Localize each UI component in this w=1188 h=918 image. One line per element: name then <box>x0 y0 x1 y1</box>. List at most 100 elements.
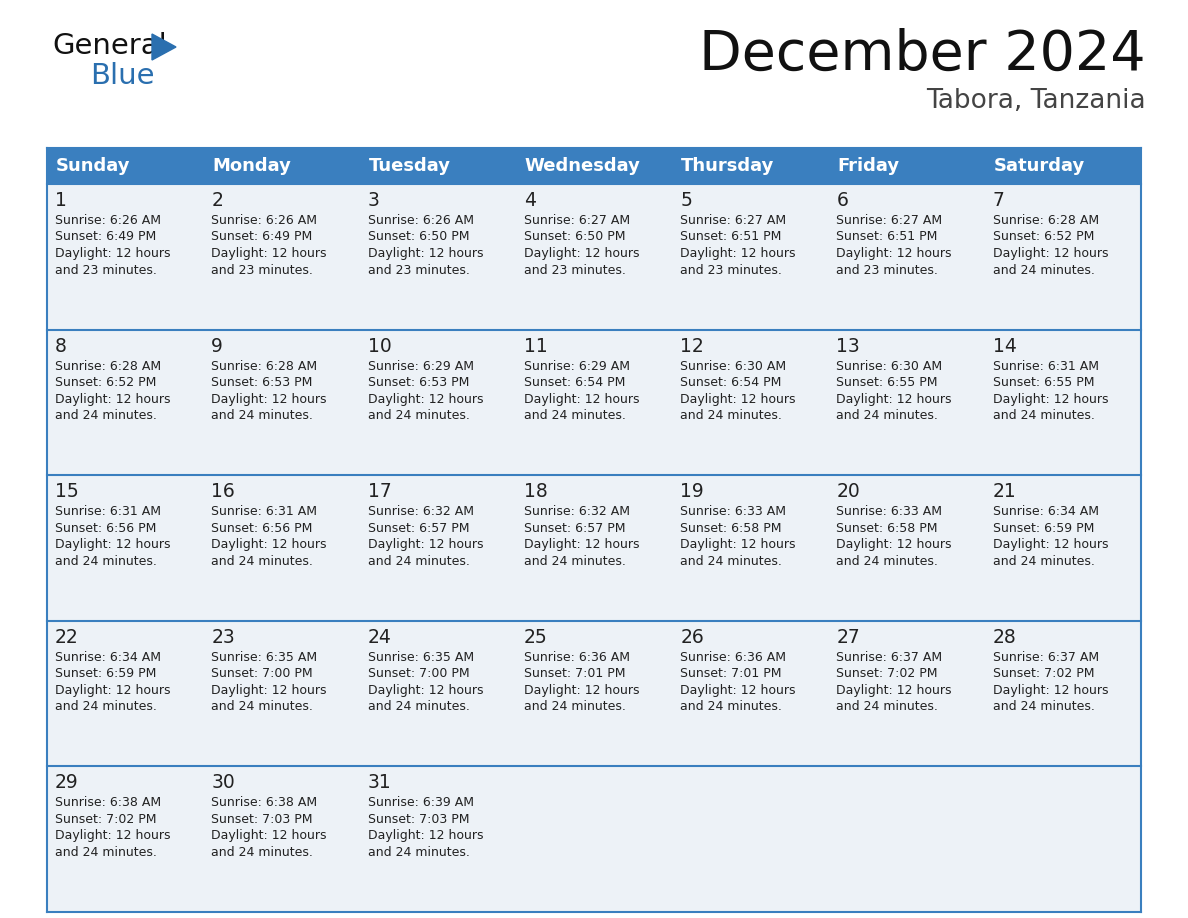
Bar <box>516 476 672 621</box>
Bar <box>672 184 828 330</box>
Text: Sunset: 6:50 PM: Sunset: 6:50 PM <box>524 230 625 243</box>
Bar <box>516 621 672 767</box>
Bar <box>516 184 672 330</box>
Text: and 24 minutes.: and 24 minutes. <box>367 700 469 713</box>
Text: Sunrise: 6:39 AM: Sunrise: 6:39 AM <box>367 797 474 810</box>
Text: Sunrise: 6:33 AM: Sunrise: 6:33 AM <box>681 505 786 518</box>
Text: 8: 8 <box>55 337 67 355</box>
Text: 20: 20 <box>836 482 860 501</box>
Text: General: General <box>52 32 166 60</box>
Text: Sunset: 6:54 PM: Sunset: 6:54 PM <box>524 376 625 389</box>
Bar <box>360 148 516 184</box>
Bar <box>203 767 360 912</box>
Text: Sunrise: 6:29 AM: Sunrise: 6:29 AM <box>524 360 630 373</box>
Text: and 24 minutes.: and 24 minutes. <box>211 845 314 859</box>
Text: December 2024: December 2024 <box>700 28 1146 82</box>
Text: Daylight: 12 hours: Daylight: 12 hours <box>836 538 952 551</box>
Text: and 24 minutes.: and 24 minutes. <box>211 554 314 567</box>
Text: Sunset: 6:52 PM: Sunset: 6:52 PM <box>993 230 1094 243</box>
Text: and 24 minutes.: and 24 minutes. <box>367 409 469 422</box>
Bar <box>828 148 985 184</box>
Text: Sunrise: 6:31 AM: Sunrise: 6:31 AM <box>211 505 317 518</box>
Text: and 24 minutes.: and 24 minutes. <box>993 263 1094 276</box>
Text: Sunset: 6:49 PM: Sunset: 6:49 PM <box>211 230 312 243</box>
Bar <box>672 148 828 184</box>
Text: Sunrise: 6:26 AM: Sunrise: 6:26 AM <box>367 214 474 227</box>
Text: Sunrise: 6:35 AM: Sunrise: 6:35 AM <box>367 651 474 664</box>
Text: Sunset: 7:01 PM: Sunset: 7:01 PM <box>524 667 625 680</box>
Text: and 24 minutes.: and 24 minutes. <box>367 845 469 859</box>
Text: Daylight: 12 hours: Daylight: 12 hours <box>524 538 639 551</box>
Text: and 24 minutes.: and 24 minutes. <box>367 554 469 567</box>
Text: Sunrise: 6:38 AM: Sunrise: 6:38 AM <box>55 797 162 810</box>
Text: Wednesday: Wednesday <box>525 157 640 175</box>
Text: 1: 1 <box>55 191 67 210</box>
Text: 11: 11 <box>524 337 548 355</box>
Text: Daylight: 12 hours: Daylight: 12 hours <box>524 247 639 260</box>
Bar <box>360 621 516 767</box>
Bar <box>360 184 516 330</box>
Text: 5: 5 <box>681 191 693 210</box>
Text: 16: 16 <box>211 482 235 501</box>
Text: Daylight: 12 hours: Daylight: 12 hours <box>524 393 639 406</box>
Text: Sunrise: 6:37 AM: Sunrise: 6:37 AM <box>836 651 942 664</box>
Text: Sunset: 6:49 PM: Sunset: 6:49 PM <box>55 230 157 243</box>
Text: Daylight: 12 hours: Daylight: 12 hours <box>211 538 327 551</box>
Text: 4: 4 <box>524 191 536 210</box>
Text: Sunrise: 6:26 AM: Sunrise: 6:26 AM <box>211 214 317 227</box>
Text: Daylight: 12 hours: Daylight: 12 hours <box>993 538 1108 551</box>
Text: Daylight: 12 hours: Daylight: 12 hours <box>993 684 1108 697</box>
Text: Daylight: 12 hours: Daylight: 12 hours <box>367 684 484 697</box>
Bar <box>360 476 516 621</box>
Text: Sunrise: 6:27 AM: Sunrise: 6:27 AM <box>524 214 630 227</box>
Bar <box>516 767 672 912</box>
Text: Daylight: 12 hours: Daylight: 12 hours <box>55 247 171 260</box>
Text: Daylight: 12 hours: Daylight: 12 hours <box>367 393 484 406</box>
Bar <box>203 330 360 476</box>
Text: and 24 minutes.: and 24 minutes. <box>211 700 314 713</box>
Text: Daylight: 12 hours: Daylight: 12 hours <box>211 829 327 843</box>
Text: Sunset: 6:51 PM: Sunset: 6:51 PM <box>681 230 782 243</box>
Text: Sunset: 7:02 PM: Sunset: 7:02 PM <box>836 667 939 680</box>
Text: Monday: Monday <box>213 157 291 175</box>
Text: Sunrise: 6:35 AM: Sunrise: 6:35 AM <box>211 651 317 664</box>
Text: Daylight: 12 hours: Daylight: 12 hours <box>681 247 796 260</box>
Text: Sunset: 7:02 PM: Sunset: 7:02 PM <box>993 667 1094 680</box>
Text: and 23 minutes.: and 23 minutes. <box>524 263 626 276</box>
Text: Sunset: 6:57 PM: Sunset: 6:57 PM <box>367 521 469 534</box>
Text: Daylight: 12 hours: Daylight: 12 hours <box>367 538 484 551</box>
Text: Daylight: 12 hours: Daylight: 12 hours <box>681 684 796 697</box>
Text: Daylight: 12 hours: Daylight: 12 hours <box>367 829 484 843</box>
Bar <box>203 184 360 330</box>
Bar <box>48 476 203 621</box>
Text: 2: 2 <box>211 191 223 210</box>
Text: Daylight: 12 hours: Daylight: 12 hours <box>55 684 171 697</box>
Text: Blue: Blue <box>90 62 154 90</box>
Text: Sunrise: 6:37 AM: Sunrise: 6:37 AM <box>993 651 1099 664</box>
Text: Sunrise: 6:33 AM: Sunrise: 6:33 AM <box>836 505 942 518</box>
Bar <box>828 767 985 912</box>
Text: Sunrise: 6:28 AM: Sunrise: 6:28 AM <box>993 214 1099 227</box>
Text: Sunrise: 6:31 AM: Sunrise: 6:31 AM <box>55 505 162 518</box>
Text: Sunset: 6:58 PM: Sunset: 6:58 PM <box>836 521 939 534</box>
Text: 14: 14 <box>993 337 1017 355</box>
Text: and 23 minutes.: and 23 minutes. <box>681 263 782 276</box>
Bar <box>672 767 828 912</box>
Text: Sunrise: 6:38 AM: Sunrise: 6:38 AM <box>211 797 317 810</box>
Text: Sunset: 7:00 PM: Sunset: 7:00 PM <box>211 667 312 680</box>
Text: Sunrise: 6:34 AM: Sunrise: 6:34 AM <box>55 651 162 664</box>
Bar <box>48 148 203 184</box>
Text: and 23 minutes.: and 23 minutes. <box>367 263 469 276</box>
Text: and 24 minutes.: and 24 minutes. <box>55 845 157 859</box>
Text: 15: 15 <box>55 482 78 501</box>
Text: Sunset: 6:56 PM: Sunset: 6:56 PM <box>55 521 157 534</box>
Bar <box>360 330 516 476</box>
Bar <box>203 621 360 767</box>
Bar <box>985 621 1140 767</box>
Text: Thursday: Thursday <box>681 157 775 175</box>
Text: 23: 23 <box>211 628 235 647</box>
Text: 27: 27 <box>836 628 860 647</box>
Text: Daylight: 12 hours: Daylight: 12 hours <box>836 393 952 406</box>
Text: Sunrise: 6:34 AM: Sunrise: 6:34 AM <box>993 505 1099 518</box>
Text: Daylight: 12 hours: Daylight: 12 hours <box>836 684 952 697</box>
